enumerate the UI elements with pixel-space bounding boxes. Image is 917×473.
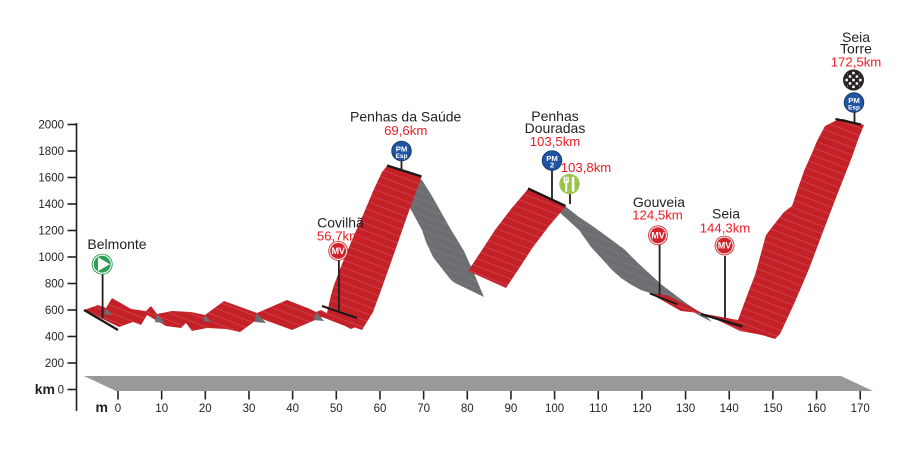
svg-text:90: 90: [505, 403, 518, 415]
svg-text:800: 800: [45, 278, 64, 290]
svg-text:1000: 1000: [38, 252, 64, 264]
svg-text:69,6km: 69,6km: [384, 123, 427, 138]
svg-text:100: 100: [545, 403, 564, 415]
svg-text:Gouveia: Gouveia: [633, 194, 685, 210]
svg-text:Belmonte: Belmonte: [87, 236, 146, 252]
svg-text:Torre: Torre: [840, 41, 872, 57]
svg-text:110: 110: [589, 403, 607, 415]
svg-text:Seia: Seia: [842, 29, 870, 45]
svg-text:400: 400: [45, 331, 64, 343]
svg-text:1200: 1200: [38, 225, 64, 237]
svg-text:PM: PM: [546, 154, 558, 163]
svg-text:170: 170: [851, 403, 870, 415]
svg-text:MV: MV: [651, 231, 665, 241]
svg-text:Covilhã: Covilhã: [317, 215, 364, 231]
svg-text:10: 10: [155, 403, 168, 415]
svg-text:160: 160: [807, 403, 826, 415]
svg-text:600: 600: [45, 305, 64, 317]
svg-text:140: 140: [720, 403, 739, 415]
svg-text:m: m: [96, 399, 108, 415]
svg-text:0: 0: [58, 384, 64, 396]
svg-text:MV: MV: [718, 241, 732, 251]
svg-text:70: 70: [417, 403, 430, 415]
svg-text:Esp: Esp: [848, 105, 860, 112]
svg-text:50: 50: [330, 403, 343, 415]
svg-text:PM: PM: [848, 96, 860, 105]
svg-text:103,8km: 103,8km: [561, 160, 612, 175]
svg-text:2: 2: [550, 161, 554, 170]
svg-text:30: 30: [243, 403, 256, 415]
svg-text:120: 120: [632, 403, 651, 415]
svg-text:Esp: Esp: [396, 153, 408, 160]
svg-text:MV: MV: [331, 246, 345, 256]
svg-text:172,5km: 172,5km: [831, 55, 882, 70]
svg-text:1400: 1400: [38, 199, 64, 211]
svg-text:PM: PM: [396, 144, 408, 153]
svg-text:103,5km: 103,5km: [530, 134, 581, 149]
svg-text:150: 150: [763, 403, 782, 415]
svg-text:Penhas da Saúde: Penhas da Saúde: [350, 109, 462, 125]
svg-text:1800: 1800: [38, 146, 64, 158]
svg-text:124,5km: 124,5km: [632, 208, 683, 223]
svg-text:144,3km: 144,3km: [700, 221, 751, 236]
svg-text:2000: 2000: [38, 119, 64, 131]
svg-text:1600: 1600: [38, 172, 64, 184]
svg-text:Penhas: Penhas: [531, 108, 578, 124]
svg-text:Seia: Seia: [712, 206, 740, 222]
svg-text:60: 60: [374, 403, 387, 415]
svg-text:0: 0: [115, 403, 121, 415]
svg-text:80: 80: [461, 403, 474, 415]
svg-text:130: 130: [676, 403, 695, 415]
svg-text:km: km: [35, 381, 55, 397]
svg-text:40: 40: [286, 403, 299, 415]
svg-text:Douradas: Douradas: [525, 120, 586, 136]
svg-text:200: 200: [45, 358, 64, 370]
svg-text:20: 20: [199, 403, 212, 415]
svg-text:56,7km: 56,7km: [317, 229, 360, 244]
